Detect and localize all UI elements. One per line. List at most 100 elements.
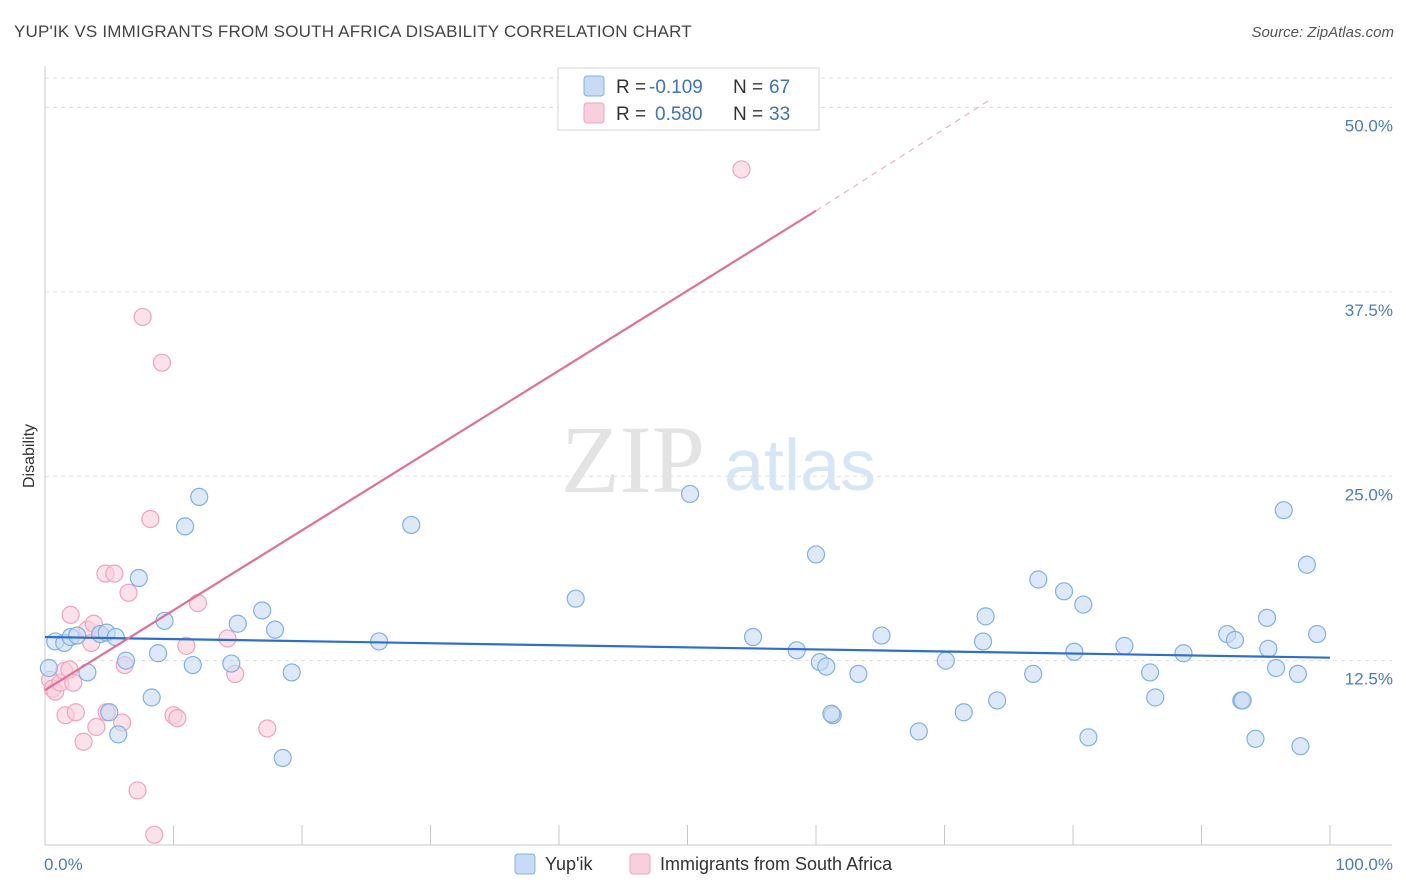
south-africa-point-28	[168, 709, 187, 728]
yupik-point-50	[1140, 663, 1160, 682]
yupik-point-40	[973, 632, 993, 651]
legend-n-value-south-africa: 33	[769, 104, 790, 125]
legend-r-label-yupik: R =	[616, 77, 646, 98]
series-legend: Yup'ik Immigrants from South Africa	[514, 853, 893, 875]
yupik-point-10	[109, 725, 128, 744]
yupik-point-17	[183, 655, 202, 675]
yupik-point-60	[1266, 658, 1286, 678]
yupik-point-64	[1297, 555, 1316, 574]
yupik-point-54	[1225, 630, 1245, 650]
south-africa-point-34	[732, 160, 751, 179]
yupik-point-47	[1074, 595, 1093, 614]
bottom-legend-label-south-africa: Immigrants from South Africa	[660, 854, 893, 874]
bottom-legend-swatch-south-africa	[629, 853, 651, 875]
yupik-point-14	[148, 644, 168, 663]
x-tick-labels: 0.0% 100.0%	[44, 855, 1393, 874]
yupik-point-41	[976, 607, 995, 626]
stats-legend: R = -0.109 N = 67 R = 0.580 N = 33	[557, 67, 820, 131]
legend-r-value-yupik: -0.109	[649, 77, 703, 98]
yupik-point-56	[1233, 691, 1252, 710]
yupik-point-59	[1259, 639, 1278, 658]
yupik-point-24	[282, 663, 301, 682]
yupik-point-26	[402, 515, 421, 535]
yupik-point-20	[228, 614, 247, 633]
yupik-point-16	[175, 517, 195, 536]
yupik-point-62	[1288, 664, 1307, 684]
bottom-legend-label-yupik: Yup'ik	[545, 854, 593, 874]
yupik-point-57	[1246, 729, 1265, 748]
x-tick-label-1: 100.0%	[1335, 855, 1393, 874]
yupik-point-49	[1115, 636, 1134, 655]
yupik-point-65	[1308, 624, 1327, 644]
yupik-point-42	[988, 691, 1007, 710]
south-africa-point-22	[128, 781, 147, 800]
y-tick-labels: 12.5% 25.0% 37.5% 50.0%	[1345, 117, 1393, 689]
legend-n-label-yupik: N =	[733, 77, 763, 98]
yupik-point-45	[1054, 582, 1074, 601]
yupik-point-66	[822, 704, 841, 723]
yupik-point-11	[116, 651, 136, 670]
yupik-point-43	[1024, 664, 1043, 684]
south-africa-point-7	[61, 605, 80, 625]
y-tick-label-0: 12.5%	[1345, 670, 1393, 689]
yupik-point-58	[1257, 608, 1277, 627]
yupik-point-52	[1174, 644, 1193, 663]
trend-line-yupik	[44, 635, 1331, 659]
south-africa-point-10	[74, 732, 93, 751]
south-africa-point-29	[177, 636, 196, 655]
yupik-point-22	[265, 620, 285, 639]
south-africa-point-18	[105, 564, 124, 583]
yupik-point-18	[190, 487, 209, 506]
yupik-point-36	[872, 626, 891, 645]
trend-line-south-africa	[44, 209, 817, 692]
y-tick-label-2: 37.5%	[1345, 301, 1393, 320]
south-africa-point-8	[64, 673, 83, 692]
yupik-point-51	[1146, 688, 1165, 707]
yupik-point-12	[129, 568, 148, 588]
x-tick-label-0: 0.0%	[44, 855, 83, 874]
south-africa-point-33	[258, 719, 277, 738]
yupik-point-31	[806, 545, 826, 564]
source-label: Source: ZipAtlas.com	[1251, 24, 1394, 41]
yupik-point-23	[273, 748, 292, 768]
legend-n-value-yupik: 67	[769, 77, 790, 98]
yupik-point-61	[1274, 501, 1293, 520]
gridlines	[45, 77, 1392, 662]
yupik-point-39	[954, 703, 973, 722]
legend-swatch-south-africa	[583, 102, 605, 124]
yupik-point-44	[1029, 570, 1048, 589]
yupik-point-27	[566, 589, 585, 608]
yupik-point-29	[743, 627, 763, 647]
yupik-point-46	[1065, 642, 1084, 661]
yupik-point-28	[680, 484, 700, 504]
south-africa-point-26	[152, 353, 172, 372]
axes	[44, 66, 1392, 846]
south-africa-point-24	[141, 509, 160, 529]
south-africa-point-14	[87, 717, 106, 737]
south-africa-point-9	[66, 703, 85, 722]
y-tick-label-3: 50.0%	[1345, 117, 1393, 136]
yupik-point-19	[222, 654, 241, 673]
trend-lines	[44, 99, 1331, 692]
yupik-point-33	[817, 657, 836, 676]
y-axis-label: Disability	[21, 424, 38, 488]
y-tick-label-1: 25.0%	[1345, 485, 1393, 504]
yupik-point-13	[142, 688, 161, 707]
south-africa-point-25	[145, 825, 164, 844]
yupik-point-8	[100, 703, 119, 722]
legend-r-value-south-africa: 0.580	[655, 104, 703, 125]
chart-title: YUP'IK VS IMMIGRANTS FROM SOUTH AFRICA D…	[14, 22, 692, 41]
yupik-point-21	[253, 601, 272, 620]
series-yupik	[39, 484, 1327, 768]
yupik-point-0	[39, 658, 58, 678]
yupik-point-35	[849, 664, 868, 684]
legend-swatch-yupik	[583, 75, 605, 97]
bottom-legend-swatch-yupik	[514, 853, 536, 875]
yupik-point-4	[68, 626, 87, 645]
yupik-point-48	[1079, 728, 1098, 747]
south-africa-point-30	[188, 593, 208, 613]
watermark-atlas: atlas	[724, 426, 876, 506]
south-africa-point-31	[218, 629, 237, 648]
watermark: ZIP atlas	[561, 406, 876, 513]
